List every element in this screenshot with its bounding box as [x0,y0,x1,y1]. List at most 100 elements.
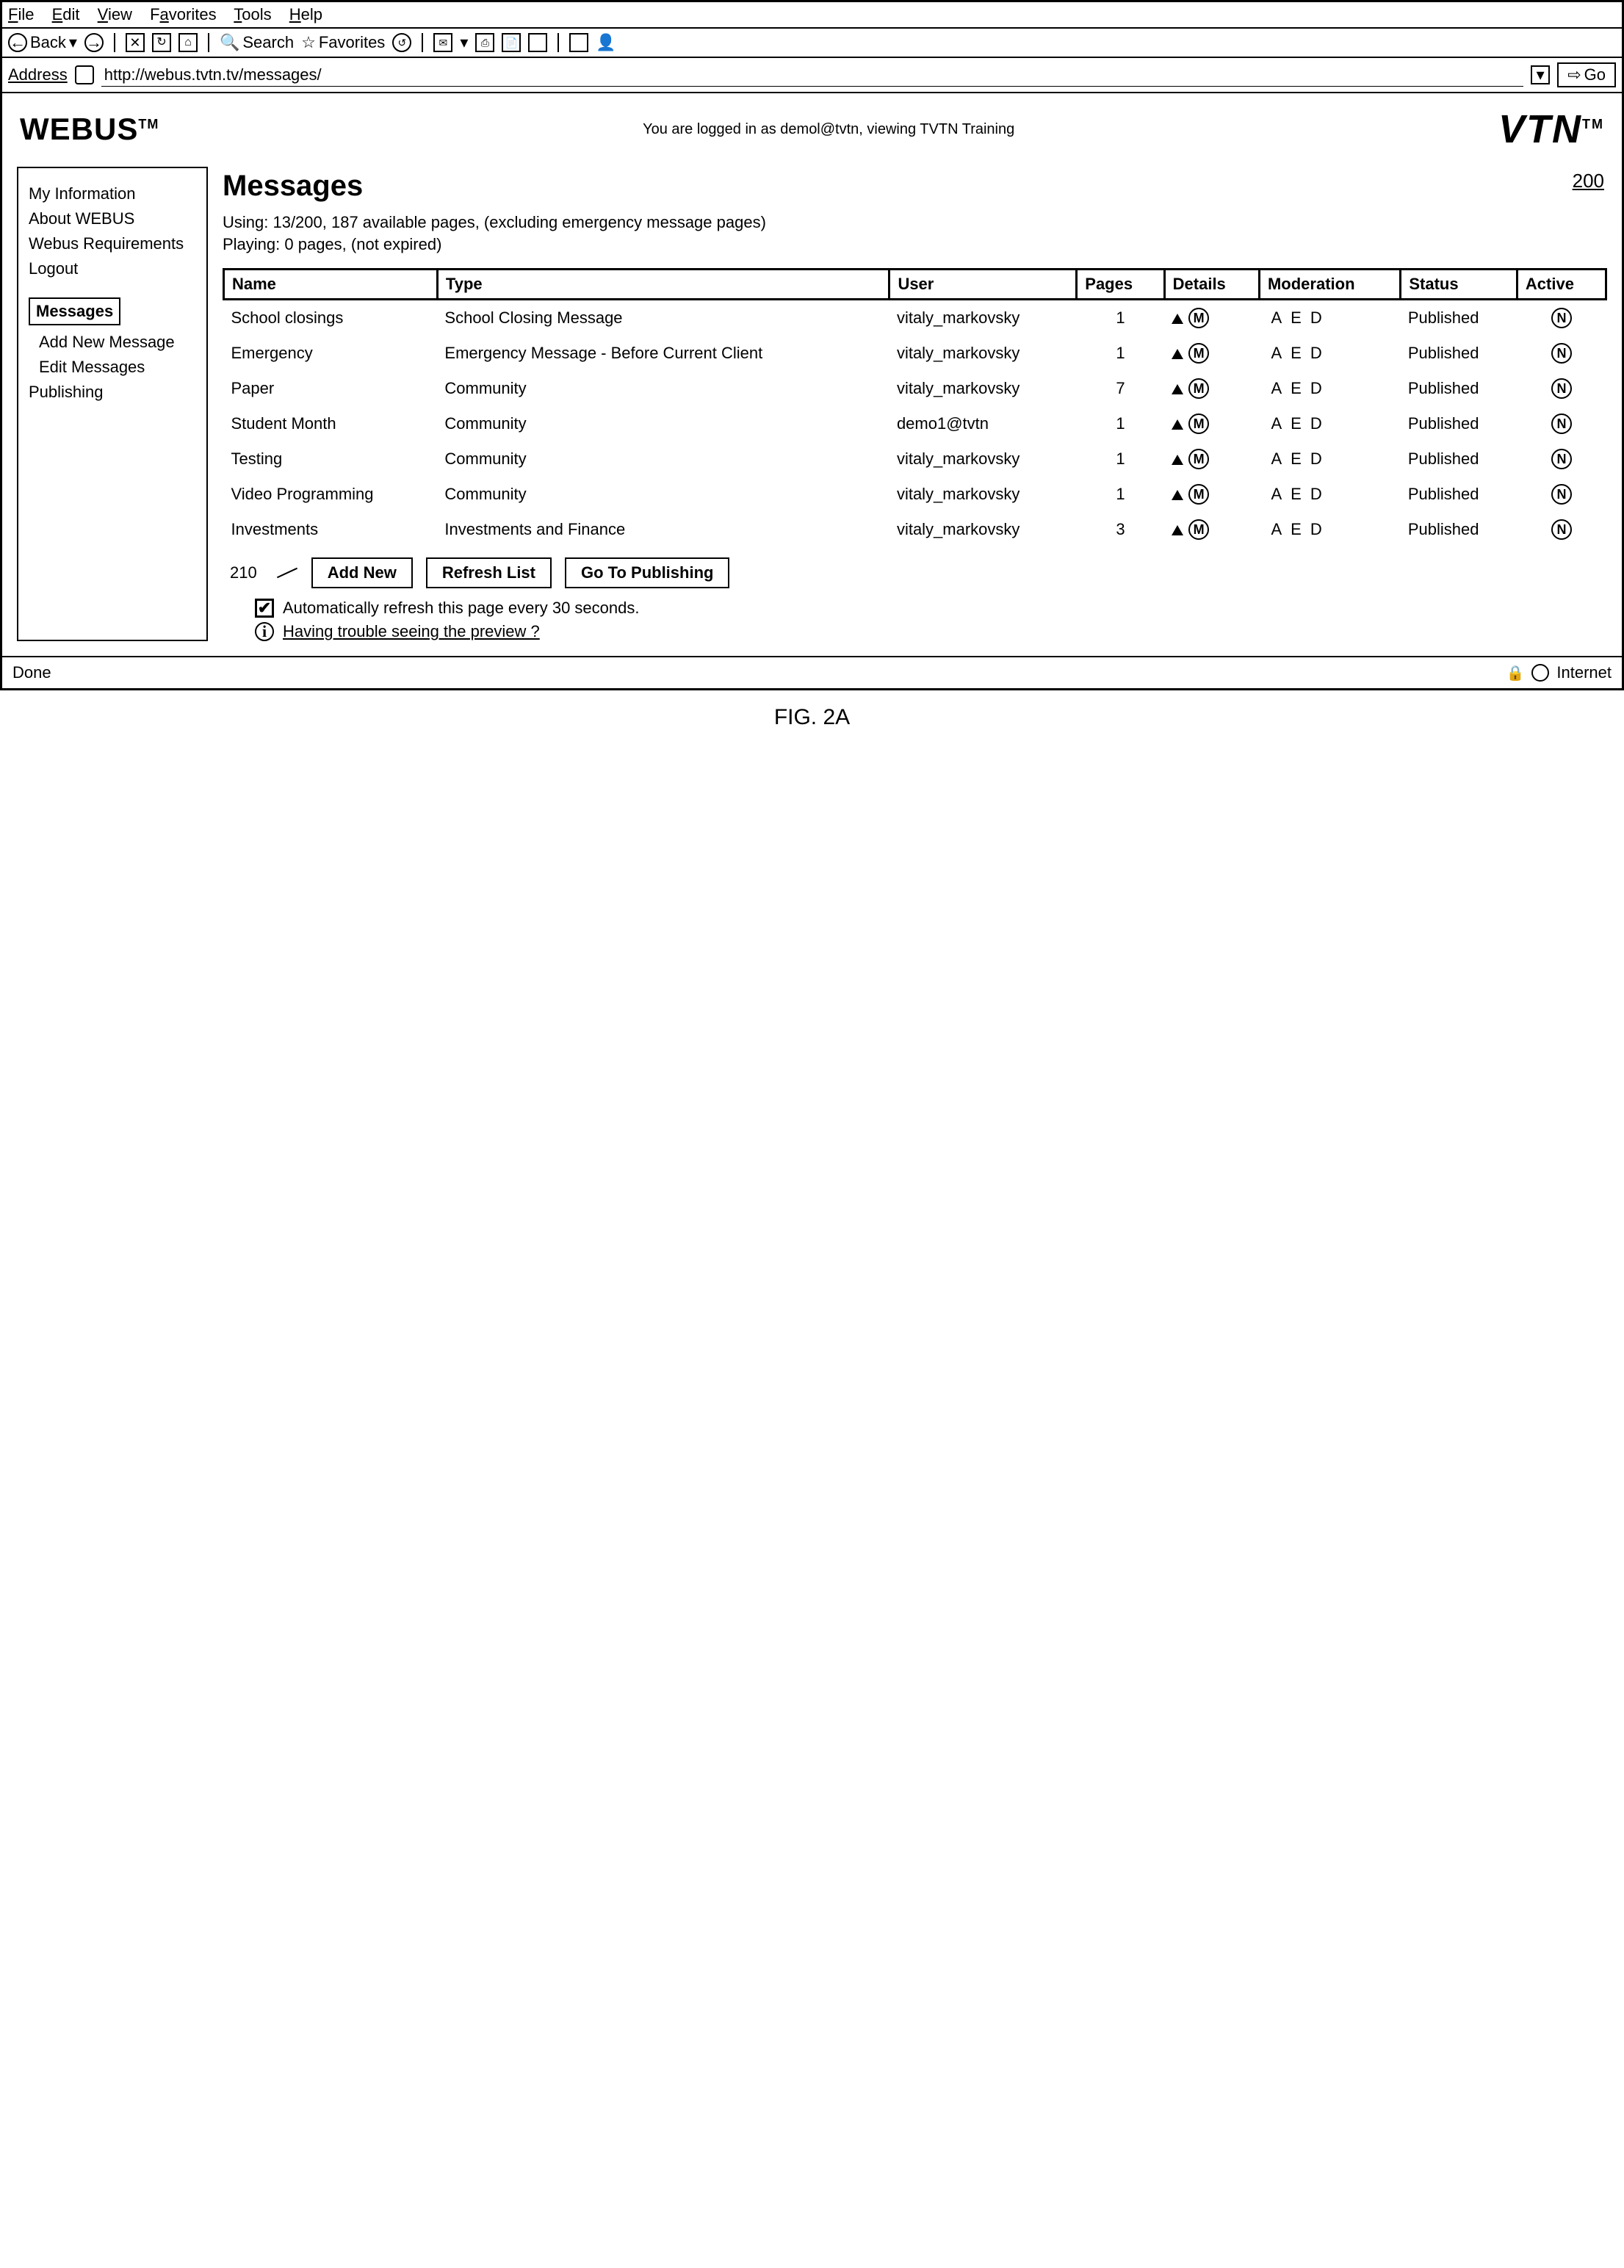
mod-e[interactable]: E [1291,308,1302,327]
mod-a[interactable]: A [1271,449,1282,468]
add-new-button[interactable]: Add New [311,557,413,588]
zone-label: Internet [1556,663,1612,682]
mod-a[interactable]: A [1271,520,1282,538]
triangle-icon[interactable] [1172,419,1183,430]
active-n-icon[interactable]: N [1551,378,1572,399]
history-icon[interactable]: ↺ [392,33,411,52]
active-n-icon[interactable]: N [1551,413,1572,434]
sidebar-item-addnew[interactable]: Add New Message [29,330,196,355]
cell-status: Published [1401,477,1517,512]
back-icon: ← [8,33,27,52]
mod-a[interactable]: A [1271,485,1282,503]
mod-a[interactable]: A [1271,308,1282,327]
mod-e[interactable]: E [1291,485,1302,503]
active-n-icon[interactable]: N [1551,308,1572,328]
menu-tools[interactable]: Tools [234,5,271,24]
triangle-icon[interactable] [1172,349,1183,359]
details-m-icon[interactable]: M [1188,378,1209,399]
active-n-icon[interactable]: N [1551,484,1572,505]
page-number: 200 [1573,170,1604,192]
cell-user: vitaly_markovsky [889,512,1077,547]
cell-name[interactable]: School closings [224,300,438,336]
mod-d[interactable]: D [1310,344,1322,362]
usage-info: Using: 13/200, 187 available pages, (exc… [223,212,1607,255]
cell-name[interactable]: Video Programming [224,477,438,512]
page-icon[interactable] [528,33,547,52]
cell-type: School Closing Message [437,300,889,336]
mod-d[interactable]: D [1310,379,1322,397]
cell-name[interactable]: Student Month [224,406,438,441]
cell-name[interactable]: Investments [224,512,438,547]
active-n-icon[interactable]: N [1551,343,1572,364]
forward-button[interactable]: → [84,33,104,52]
star-icon: ☆ [301,33,316,52]
messenger-icon[interactable]: 👤 [596,33,616,52]
address-dropdown[interactable]: ▾ [1531,65,1550,84]
sidebar-item-logout[interactable]: Logout [29,256,196,281]
preview-help-link[interactable]: Having trouble seeing the preview ? [283,622,540,641]
goto-publishing-button[interactable]: Go To Publishing [565,557,729,588]
address-label: Address [8,65,68,84]
sidebar-item-editmsg[interactable]: Edit Messages [29,355,196,380]
cell-details: M [1164,336,1259,371]
favorites-button[interactable]: ☆ Favorites [301,33,385,52]
triangle-icon[interactable] [1172,525,1183,535]
mod-e[interactable]: E [1291,344,1302,362]
cell-name[interactable]: Emergency [224,336,438,371]
menu-favorites[interactable]: Favorites [150,5,217,24]
active-n-icon[interactable]: N [1551,449,1572,469]
mod-e[interactable]: E [1291,379,1302,397]
mod-a[interactable]: A [1271,344,1282,362]
triangle-icon[interactable] [1172,490,1183,500]
stop-icon[interactable]: ✕ [126,33,145,52]
mod-d[interactable]: D [1310,414,1322,433]
details-m-icon[interactable]: M [1188,519,1209,540]
sidebar-item-requirements[interactable]: Webus Requirements [29,231,196,256]
refresh-icon[interactable]: ↻ [152,33,171,52]
auto-refresh-checkbox[interactable]: ✔ [255,599,274,618]
discuss-icon[interactable] [569,33,588,52]
refresh-list-button[interactable]: Refresh List [426,557,552,588]
sidebar-group-account: My Information About WEBUS Webus Require… [29,181,196,281]
mod-e[interactable]: E [1291,520,1302,538]
home-icon[interactable]: ⌂ [178,33,198,52]
mod-d[interactable]: D [1310,308,1322,327]
address-input[interactable]: http://webus.tvtn.tv/messages/ [101,64,1523,87]
mod-a[interactable]: A [1271,414,1282,433]
triangle-icon[interactable] [1172,314,1183,324]
menu-view[interactable]: View [98,5,132,24]
mail-icon[interactable]: ✉ [433,33,452,52]
menu-file[interactable]: File [8,5,34,24]
mod-d[interactable]: D [1310,485,1322,503]
col-status: Status [1401,270,1517,300]
sidebar-item-about[interactable]: About WEBUS [29,206,196,231]
edit-icon[interactable]: 📄 [502,33,521,52]
active-n-icon[interactable]: N [1551,519,1572,540]
mod-d[interactable]: D [1310,449,1322,468]
back-button[interactable]: ← Back ▾ [8,33,77,52]
mod-e[interactable]: E [1291,449,1302,468]
sidebar-item-publishing[interactable]: Publishing [29,380,196,405]
sidebar-item-myinfo[interactable]: My Information [29,181,196,206]
details-m-icon[interactable]: M [1188,413,1209,434]
triangle-icon[interactable] [1172,455,1183,465]
col-moderation: Moderation [1259,270,1400,300]
cell-name[interactable]: Testing [224,441,438,477]
cell-name[interactable]: Paper [224,371,438,406]
tm: TM [138,117,159,131]
go-button[interactable]: ⇨ Go [1557,62,1616,87]
search-button[interactable]: 🔍 Search [220,33,294,52]
cell-active: N [1517,300,1606,336]
mod-d[interactable]: D [1310,520,1322,538]
mod-a[interactable]: A [1271,379,1282,397]
details-m-icon[interactable]: M [1188,343,1209,364]
triangle-icon[interactable] [1172,384,1183,394]
mod-e[interactable]: E [1291,414,1302,433]
details-m-icon[interactable]: M [1188,449,1209,469]
details-m-icon[interactable]: M [1188,308,1209,328]
menu-help[interactable]: Help [289,5,322,24]
sidebar-messages-heading[interactable]: Messages [29,297,120,325]
details-m-icon[interactable]: M [1188,484,1209,505]
menu-edit[interactable]: Edit [52,5,80,24]
print-icon[interactable]: ⎙ [475,33,494,52]
